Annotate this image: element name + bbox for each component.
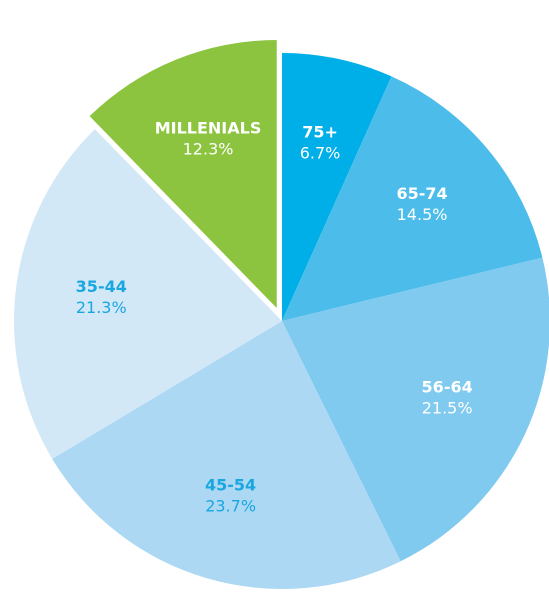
slice-value-label: 6.7%: [300, 143, 341, 162]
slice-value-label: 21.3%: [76, 298, 127, 317]
pie-slice: [14, 129, 283, 459]
slice-label: 65-74: [396, 184, 447, 203]
pie-slice: [282, 53, 392, 321]
slice-label: 35-44: [76, 277, 127, 296]
slice-value-label: 21.5%: [422, 399, 473, 418]
slice-label: 56-64: [422, 378, 473, 397]
slice-value-label: 14.5%: [397, 205, 448, 224]
pie-slice: [89, 40, 277, 309]
pie-slice: [52, 321, 401, 589]
slice-value-label: 12.3%: [183, 140, 234, 159]
slice-label: MILLENIALS: [155, 119, 262, 138]
slice-label: 75+: [302, 122, 338, 141]
slice-value-label: 23.7%: [205, 496, 256, 515]
pie-slice: [282, 76, 543, 321]
slice-label: 45-54: [205, 475, 256, 494]
pie-slice: [282, 257, 549, 562]
